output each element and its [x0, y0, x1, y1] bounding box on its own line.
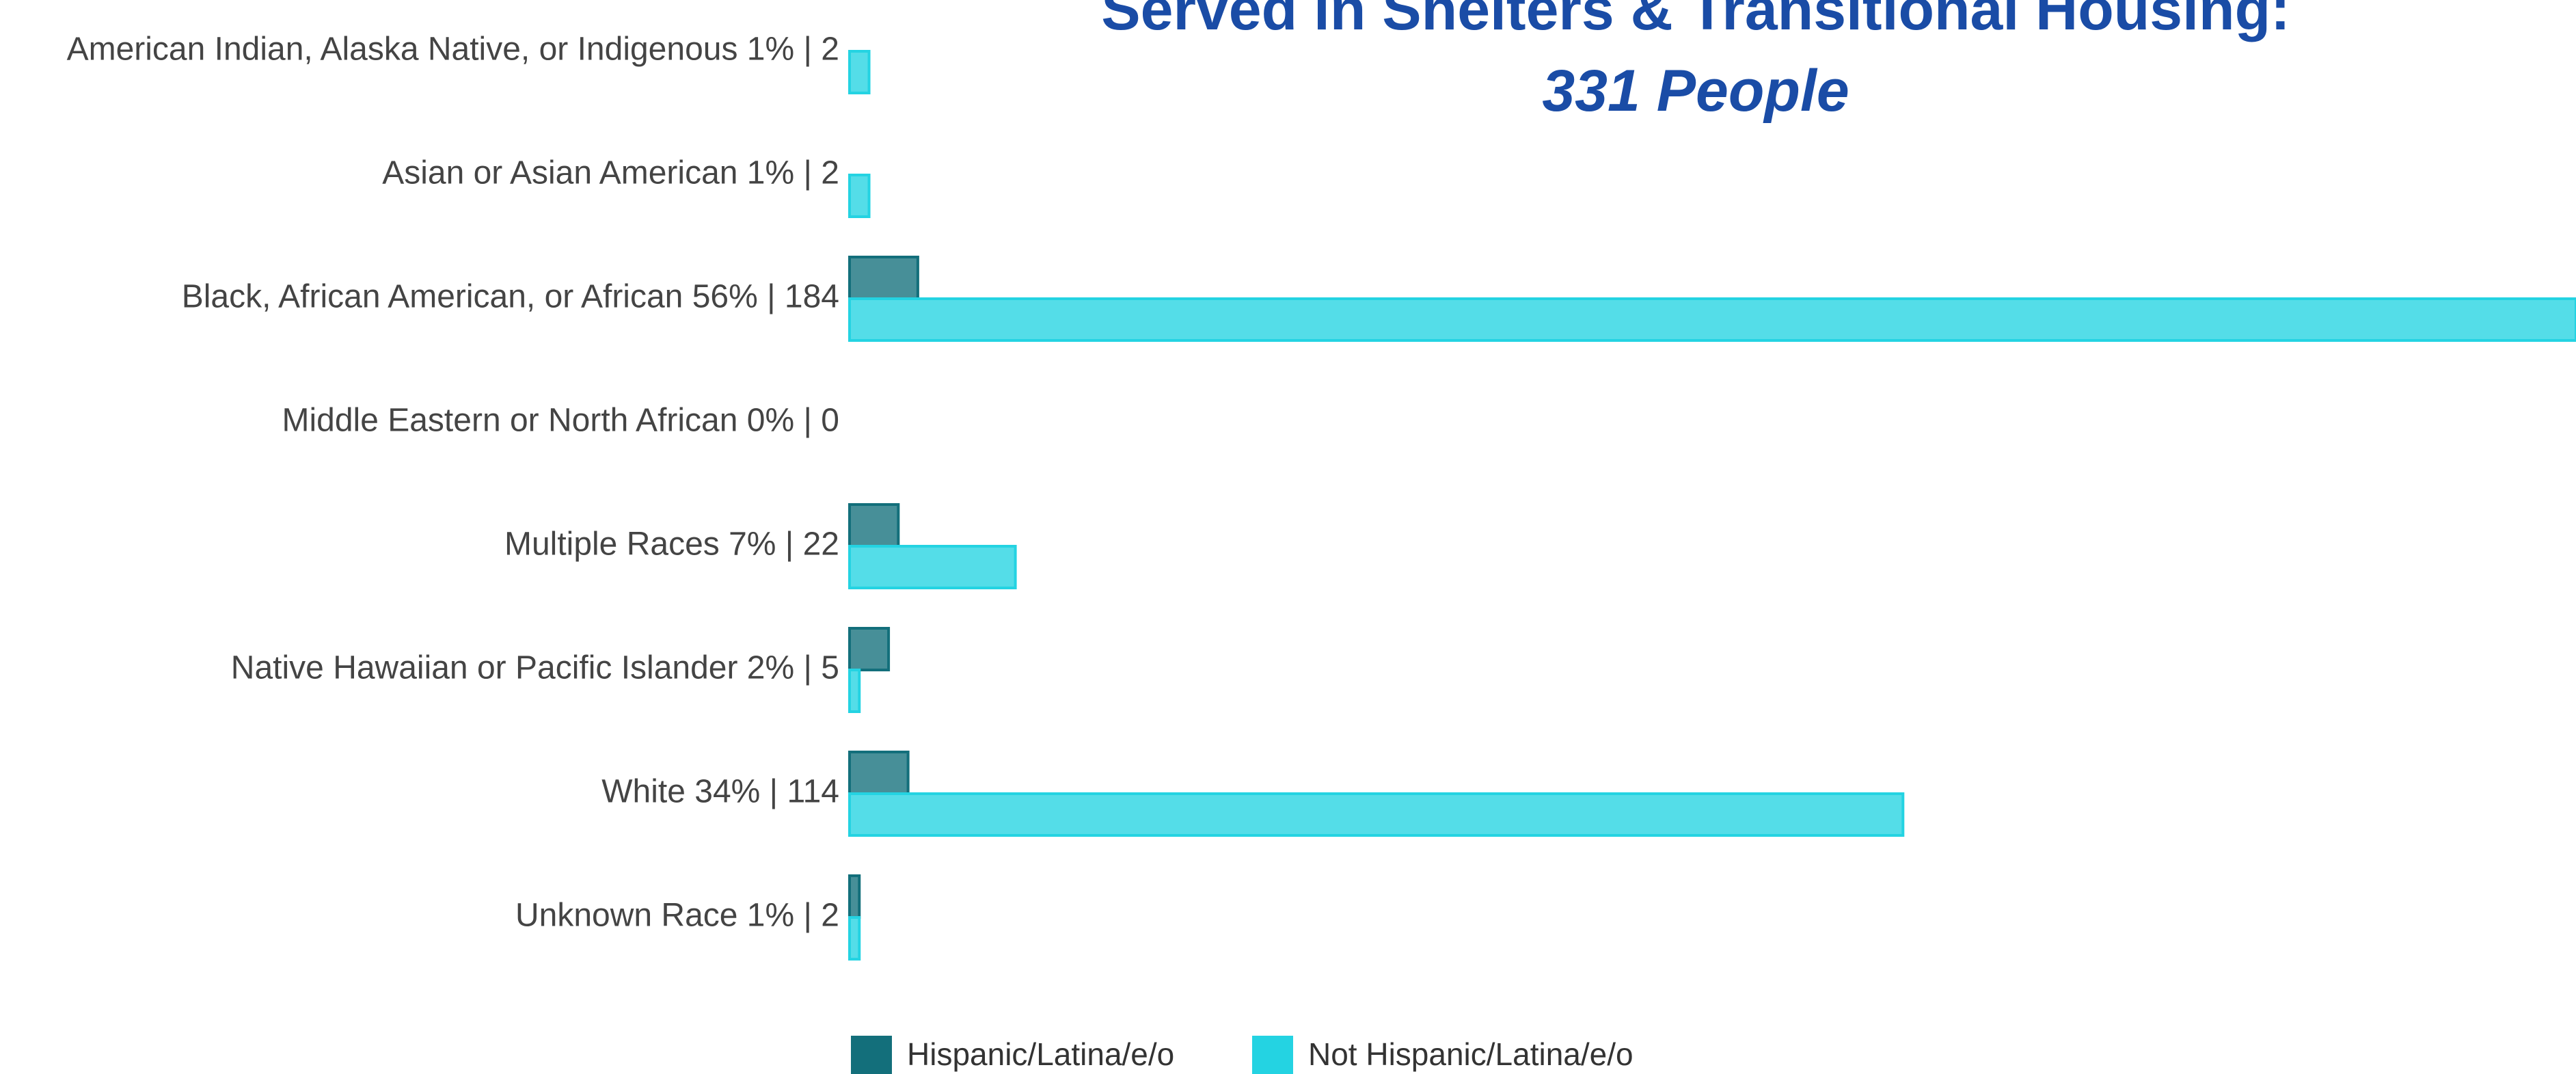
bar: [848, 174, 871, 218]
category-label: Black, African American, or African 56% …: [182, 279, 839, 315]
bar: [848, 669, 861, 713]
category-label: White 34% | 114: [601, 774, 839, 810]
category-label: Native Hawaiian or Pacific Islander 2% |…: [231, 650, 839, 686]
category-label: Multiple Races 7% | 22: [504, 526, 839, 563]
legend-swatch: [1252, 1036, 1293, 1074]
legend-swatch: [851, 1036, 892, 1074]
bar: [848, 50, 871, 94]
bar: [848, 916, 861, 961]
category-label: Middle Eastern or North African 0% | 0: [282, 403, 839, 439]
bar: [848, 297, 2576, 342]
legend-label: Not Hispanic/Latina/e/o: [1308, 1036, 1633, 1072]
bar: [848, 545, 1017, 589]
bar: [848, 751, 910, 795]
bar: [848, 256, 919, 300]
bar: [848, 874, 861, 919]
chart-title: Served in Shelters & Transitional Housin…: [1101, 0, 2290, 42]
category-label: Asian or Asian American 1% | 2: [382, 155, 839, 191]
bar: [848, 503, 900, 548]
legend-label: Hispanic/Latina/e/o: [907, 1036, 1174, 1072]
bar: [848, 627, 891, 671]
category-label: American Indian, Alaska Native, or Indig…: [67, 31, 839, 68]
category-label: Unknown Race 1% | 2: [515, 898, 839, 934]
bar: [848, 792, 1905, 837]
chart-subtitle: 331 People: [1542, 58, 1849, 124]
